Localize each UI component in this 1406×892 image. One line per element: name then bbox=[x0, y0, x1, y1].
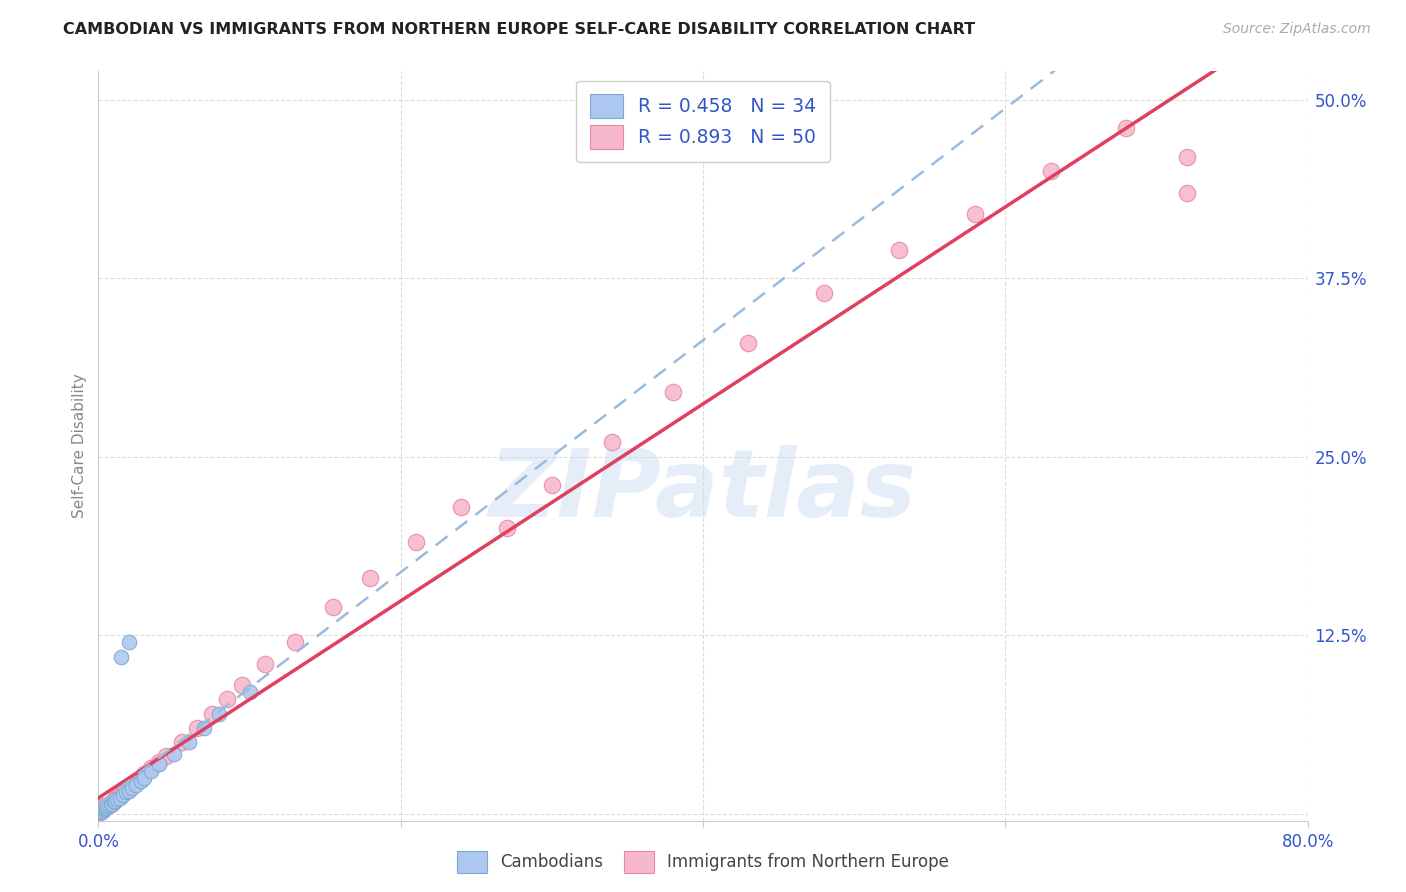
Point bbox=[661, 385, 683, 400]
Point bbox=[125, 778, 148, 792]
Point bbox=[1175, 186, 1198, 200]
Point bbox=[93, 801, 115, 815]
Point bbox=[103, 794, 125, 808]
Point bbox=[101, 797, 124, 811]
Point bbox=[170, 735, 193, 749]
Point bbox=[121, 780, 143, 794]
Text: Source: ZipAtlas.com: Source: ZipAtlas.com bbox=[1223, 22, 1371, 37]
Legend: Cambodians, Immigrants from Northern Europe: Cambodians, Immigrants from Northern Eur… bbox=[450, 845, 956, 880]
Point bbox=[89, 804, 111, 818]
Point bbox=[90, 802, 112, 816]
Point bbox=[90, 805, 112, 819]
Point bbox=[90, 804, 112, 818]
Point bbox=[96, 799, 118, 814]
Point bbox=[231, 678, 253, 692]
Point bbox=[1175, 150, 1198, 164]
Point bbox=[90, 802, 112, 816]
Point bbox=[118, 782, 141, 797]
Point bbox=[91, 804, 114, 818]
Point bbox=[405, 535, 427, 549]
Point bbox=[450, 500, 472, 514]
Point bbox=[94, 799, 117, 814]
Point bbox=[179, 735, 201, 749]
Point bbox=[602, 435, 624, 450]
Y-axis label: Self-Care Disability: Self-Care Disability bbox=[72, 374, 87, 518]
Point bbox=[141, 764, 163, 778]
Point bbox=[965, 207, 987, 221]
Point bbox=[108, 789, 131, 804]
Point bbox=[118, 783, 141, 797]
Point bbox=[121, 780, 143, 795]
Point bbox=[1115, 121, 1137, 136]
Point bbox=[91, 802, 114, 816]
Point bbox=[93, 799, 115, 814]
Point bbox=[239, 685, 262, 699]
Point bbox=[163, 747, 186, 761]
Point bbox=[101, 795, 124, 809]
Point bbox=[118, 635, 141, 649]
Point bbox=[284, 635, 307, 649]
Point bbox=[114, 785, 136, 799]
Point bbox=[155, 749, 177, 764]
Point bbox=[104, 794, 127, 808]
Point bbox=[129, 771, 152, 785]
Point bbox=[96, 797, 118, 812]
Point bbox=[93, 802, 115, 816]
Point bbox=[540, 478, 562, 492]
Point bbox=[208, 706, 231, 721]
Point bbox=[91, 801, 114, 815]
Point bbox=[94, 801, 117, 815]
Point bbox=[737, 335, 759, 350]
Point bbox=[215, 692, 238, 706]
Point bbox=[148, 755, 170, 769]
Point bbox=[201, 706, 224, 721]
Point bbox=[110, 787, 132, 801]
Legend: R = 0.458   N = 34, R = 0.893   N = 50: R = 0.458 N = 34, R = 0.893 N = 50 bbox=[576, 81, 830, 161]
Point bbox=[98, 797, 121, 812]
Point bbox=[132, 771, 155, 785]
Point bbox=[111, 788, 134, 802]
Text: CAMBODIAN VS IMMIGRANTS FROM NORTHERN EUROPE SELF-CARE DISABILITY CORRELATION CH: CAMBODIAN VS IMMIGRANTS FROM NORTHERN EU… bbox=[63, 22, 976, 37]
Point bbox=[89, 805, 111, 819]
Point bbox=[129, 773, 152, 788]
Point bbox=[110, 649, 132, 664]
Point bbox=[360, 571, 382, 585]
Point bbox=[889, 243, 911, 257]
Point bbox=[495, 521, 517, 535]
Point bbox=[98, 797, 121, 812]
Point bbox=[125, 775, 148, 789]
Text: ZIPatlas: ZIPatlas bbox=[489, 445, 917, 537]
Point bbox=[100, 797, 122, 811]
Point bbox=[89, 805, 111, 819]
Point bbox=[322, 599, 344, 614]
Point bbox=[132, 766, 155, 780]
Point bbox=[100, 797, 122, 811]
Point bbox=[91, 802, 114, 816]
Point bbox=[105, 790, 128, 805]
Point bbox=[93, 801, 115, 815]
Point bbox=[89, 804, 111, 818]
Point bbox=[112, 785, 135, 799]
Point bbox=[94, 799, 117, 814]
Point bbox=[108, 790, 131, 805]
Point bbox=[1039, 164, 1062, 178]
Point bbox=[105, 792, 128, 806]
Point bbox=[103, 795, 125, 809]
Point bbox=[186, 721, 208, 735]
Point bbox=[193, 721, 215, 735]
Point bbox=[253, 657, 276, 671]
Point bbox=[104, 792, 127, 806]
Point bbox=[813, 285, 835, 300]
Point bbox=[141, 761, 163, 775]
Point bbox=[148, 756, 170, 771]
